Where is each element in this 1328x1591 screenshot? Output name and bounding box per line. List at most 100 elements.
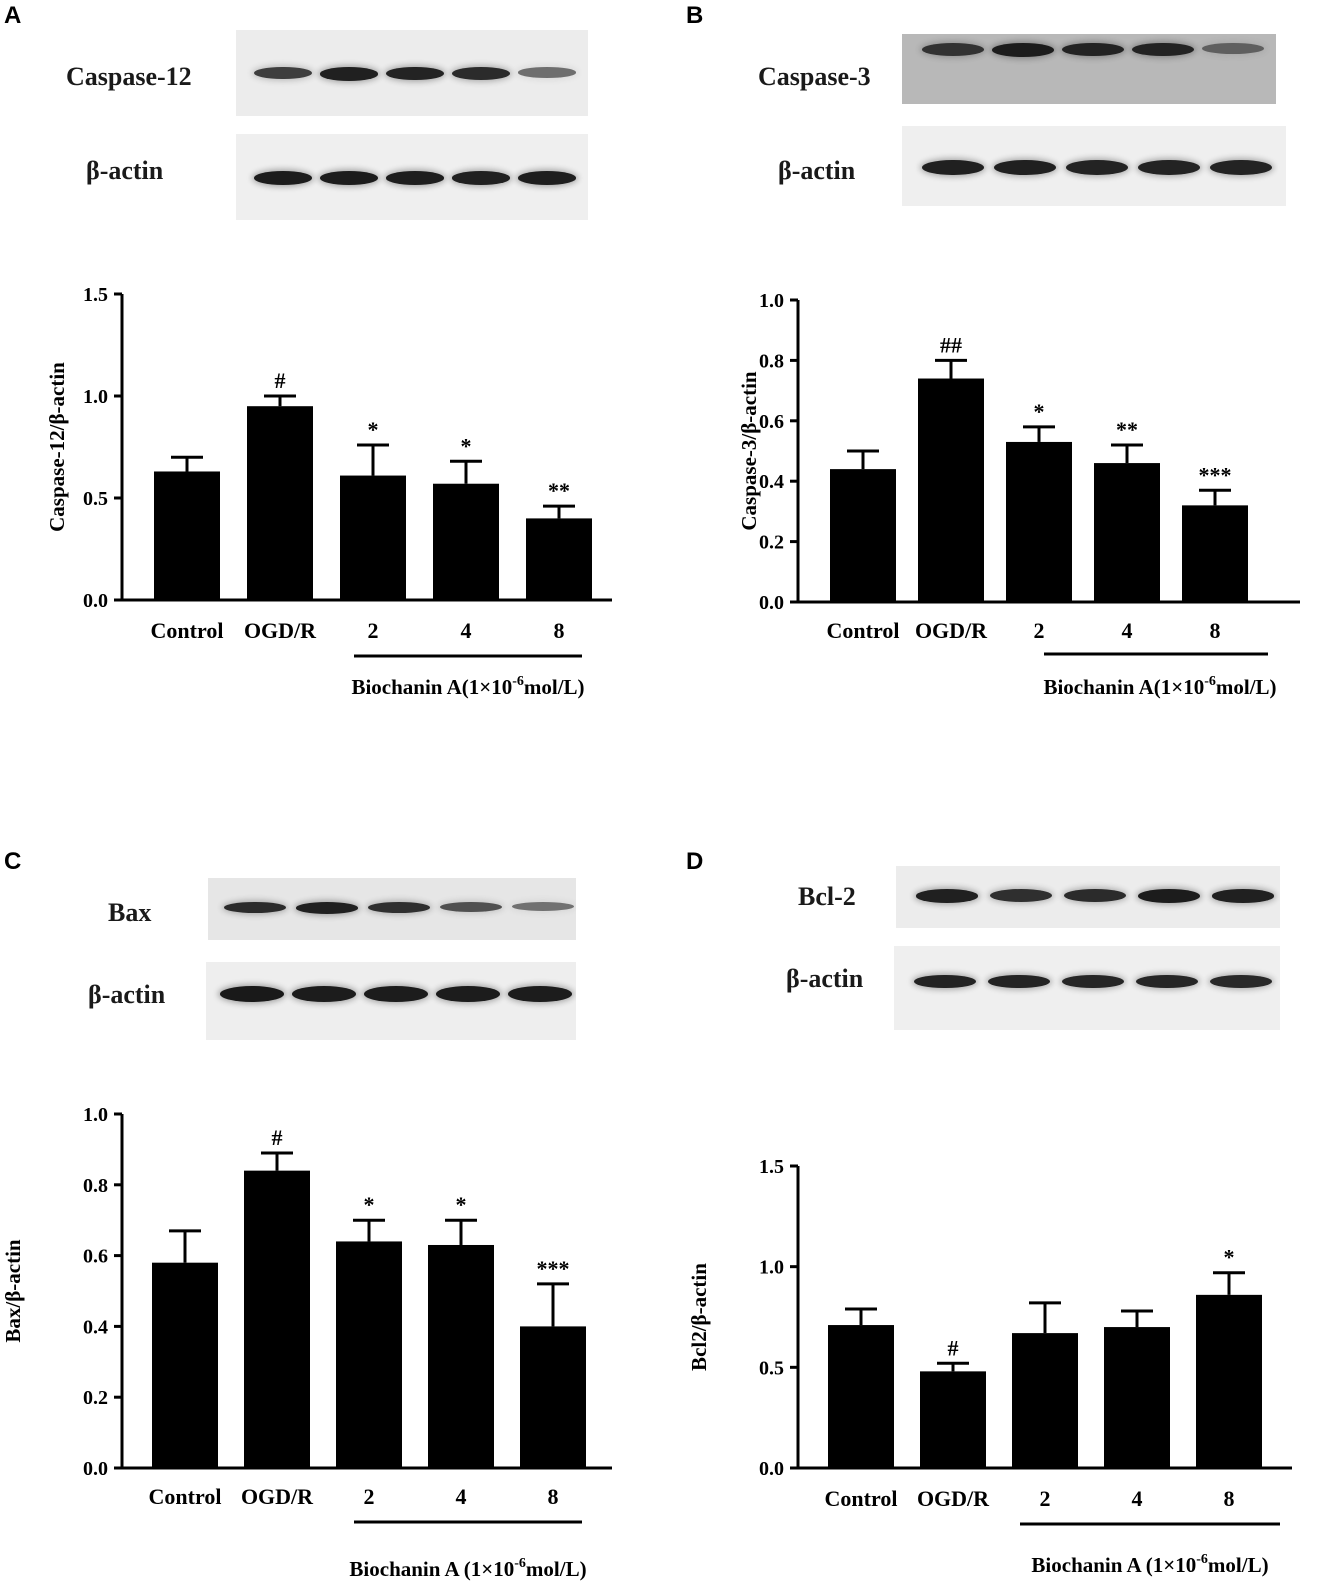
western-blot-beta-actin — [206, 962, 576, 1040]
group-label: Biochanin A(1×10-6mol/L) — [1043, 674, 1276, 699]
blot-band — [988, 975, 1050, 989]
blot-band — [254, 171, 312, 185]
significance-marker: *** — [537, 1256, 570, 1281]
bar-chart-caspase-3: 0.0 0.2 0.4 0.6 0.8 1.0 Caspase-3/β-actin Contr… — [737, 290, 1300, 699]
blot-band — [508, 986, 572, 1002]
bar — [336, 1241, 402, 1468]
blot-band — [512, 902, 574, 912]
x-tick-label: Control — [149, 1484, 222, 1509]
western-blot-bax — [208, 878, 576, 940]
blot-band — [364, 986, 428, 1002]
blot-label-beta-actin: β-actin — [88, 980, 166, 1009]
panel-letter-a: A — [4, 2, 22, 29]
bar — [154, 471, 220, 600]
significance-marker: *** — [1199, 462, 1232, 487]
blot-band — [320, 67, 378, 81]
x-tick-label: 2 — [1034, 618, 1045, 643]
group-label: Biochanin A (1×10-6mol/L) — [1031, 1552, 1268, 1577]
blot-band — [1212, 889, 1274, 903]
significance-marker: ** — [1116, 417, 1138, 442]
western-blot-beta-actin — [902, 126, 1286, 206]
blot-band — [922, 160, 984, 176]
bar — [1012, 1333, 1078, 1468]
y-tick-label: 0.6 — [83, 1246, 108, 1268]
panel-letter-c: C — [4, 848, 22, 875]
significance-marker: * — [364, 1192, 375, 1217]
blot-band — [224, 902, 286, 914]
x-tick-label: 4 — [461, 618, 472, 643]
x-tick-label: Control — [827, 618, 900, 643]
x-tick-label: OGD/R — [915, 618, 988, 643]
y-tick-label: 1.0 — [83, 386, 108, 408]
blot-band — [518, 171, 576, 185]
blot-band — [1132, 43, 1194, 57]
bar-chart-bax: 0.0 0.2 0.4 0.6 0.8 1.0 Bax/β-actin Control # OGD… — [1, 1104, 612, 1581]
bar — [1104, 1327, 1170, 1468]
blot-band — [916, 889, 978, 903]
x-tick-label: OGD/R — [241, 1484, 314, 1509]
blot-band — [994, 160, 1056, 176]
blot-band — [296, 902, 358, 914]
blot-band — [452, 171, 510, 185]
significance-marker: # — [272, 1125, 283, 1150]
y-tick-label: 0.8 — [83, 1175, 108, 1197]
y-tick-label: 0.0 — [83, 1458, 108, 1480]
western-blot-beta-actin — [894, 946, 1280, 1030]
bar — [340, 475, 406, 600]
significance-marker: * — [1224, 1245, 1235, 1270]
blot-band — [914, 975, 976, 989]
blot-band — [452, 67, 510, 81]
significance-marker: * — [368, 417, 379, 442]
bar — [526, 518, 592, 600]
blot-band — [292, 986, 356, 1002]
blot-band — [1138, 889, 1200, 903]
x-tick-label: 4 — [456, 1484, 467, 1509]
blot-band — [1064, 889, 1126, 903]
x-tick-label: 2 — [368, 618, 379, 643]
x-tick-label: 8 — [554, 618, 565, 643]
blot-band — [440, 902, 502, 913]
x-tick-label: 2 — [1040, 1486, 1051, 1511]
y-tick-label: 0.8 — [759, 350, 784, 372]
bar-chart-bcl-2: 0.0 0.5 1.0 1.5 Bcl2/β-actin Control # OGD/R 2 4 *… — [687, 1156, 1292, 1577]
y-axis-label: Bcl2/β-actin — [687, 1263, 711, 1371]
bar — [1182, 505, 1248, 602]
blot-band — [922, 43, 984, 56]
y-axis-label: Caspase-3/β-actin — [737, 371, 761, 531]
x-tick-label: Control — [151, 618, 224, 643]
blot-label-bax: Bax — [108, 898, 152, 927]
significance-marker: ## — [940, 332, 962, 357]
significance-marker: # — [948, 1335, 959, 1360]
bar — [830, 469, 896, 602]
y-axis-label: Caspase-12/β-actin — [45, 362, 69, 532]
group-label: Biochanin A (1×10-6mol/L) — [349, 1556, 586, 1581]
y-tick-label: 0.0 — [759, 592, 784, 614]
blot-band — [386, 171, 444, 185]
blot-band — [1210, 975, 1272, 989]
blot-label-beta-actin: β-actin — [86, 156, 164, 185]
blot-band — [990, 889, 1052, 902]
y-tick-label: 1.5 — [759, 1156, 784, 1178]
panel-letter-b: B — [686, 2, 704, 29]
blot-band — [1210, 160, 1272, 176]
western-blot-beta-actin — [236, 134, 588, 220]
y-tick-label: 0.0 — [759, 1458, 784, 1480]
x-tick-label: 4 — [1132, 1486, 1143, 1511]
x-tick-label: 8 — [1224, 1486, 1235, 1511]
significance-marker: * — [1034, 399, 1045, 424]
y-axis-label: Bax/β-actin — [1, 1239, 25, 1343]
blot-band — [1066, 160, 1128, 176]
bar — [920, 1371, 986, 1468]
x-tick-label: Control — [825, 1486, 898, 1511]
significance-marker: * — [461, 433, 472, 458]
y-tick-label: 0.5 — [759, 1357, 784, 1379]
x-tick-label: 8 — [1210, 618, 1221, 643]
bar — [152, 1262, 218, 1468]
bar — [428, 1244, 494, 1468]
blot-band — [386, 67, 444, 81]
significance-marker: * — [456, 1192, 467, 1217]
western-blot-caspase-3 — [902, 34, 1276, 104]
blot-label-beta-actin: β-actin — [786, 964, 864, 993]
significance-marker: ** — [548, 478, 570, 503]
blot-band — [1062, 975, 1124, 989]
